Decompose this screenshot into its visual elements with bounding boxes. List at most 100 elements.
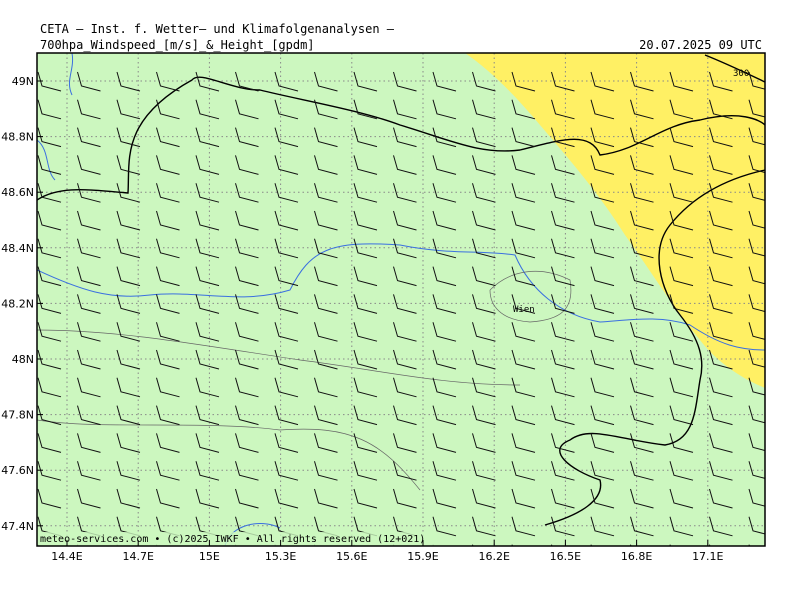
wind-barb xyxy=(511,266,536,287)
wind-barb xyxy=(116,294,141,314)
wind-barb xyxy=(709,99,733,120)
wind-barb xyxy=(116,238,141,259)
grid xyxy=(37,53,765,546)
wind-barb xyxy=(235,266,259,287)
wind-barb xyxy=(274,99,299,120)
wind-barb xyxy=(314,433,338,453)
wind-barb xyxy=(274,183,299,203)
wind-barb xyxy=(511,183,536,203)
wind-barb xyxy=(590,322,615,342)
wind-barb xyxy=(156,238,180,259)
wind-barb xyxy=(274,210,299,231)
wind-barb xyxy=(551,322,575,342)
wind-barb xyxy=(590,99,615,120)
wind-barb xyxy=(235,238,259,259)
wind-barb xyxy=(274,238,299,259)
wind-barb xyxy=(669,405,694,426)
wind-barb xyxy=(235,377,259,398)
wind-barb xyxy=(116,433,141,453)
wind-barb xyxy=(353,210,378,231)
wind-barb xyxy=(156,71,180,92)
lon-label: 16.2E xyxy=(478,550,509,563)
wind-barb xyxy=(37,405,62,426)
wind-barb xyxy=(472,71,496,92)
wind-barb xyxy=(432,488,457,509)
wind-barb xyxy=(235,322,259,342)
wind-barb xyxy=(195,183,220,203)
wind-barb xyxy=(511,433,536,453)
wind-barb xyxy=(630,155,654,175)
wind-barb xyxy=(669,155,694,175)
wind-barb xyxy=(195,210,220,231)
wind-barb xyxy=(314,71,338,92)
lat-label: 49N xyxy=(12,75,34,88)
wind-barb xyxy=(393,155,417,175)
border-cz xyxy=(37,76,765,201)
wind-barb xyxy=(748,183,765,201)
wind-barb xyxy=(37,266,62,287)
wind-barb xyxy=(353,377,378,398)
wind-barb xyxy=(669,210,694,231)
wind-barb xyxy=(116,71,141,92)
wind-barb xyxy=(195,461,220,481)
wind-barb xyxy=(709,155,733,175)
wind-barb xyxy=(669,349,694,370)
wind-barb xyxy=(789,155,800,174)
wind-barb xyxy=(235,71,259,92)
wind-barb xyxy=(195,405,220,426)
wind-barb xyxy=(116,155,141,175)
lat-label: 48.6N xyxy=(1,186,34,199)
wind-barb xyxy=(511,210,536,231)
lat-label: 48.2N xyxy=(1,297,34,310)
wind-barb xyxy=(630,294,654,314)
wind-barb xyxy=(116,127,141,148)
wind-barb xyxy=(116,322,141,342)
wind-barb xyxy=(432,238,457,259)
wind-barb xyxy=(235,405,259,426)
wind-barb xyxy=(472,99,496,120)
wind-barb xyxy=(709,405,733,426)
wind-barb xyxy=(472,488,496,509)
wind-barb xyxy=(709,433,733,453)
wind-barb xyxy=(669,433,694,453)
wind-barb xyxy=(472,322,496,342)
lon-label: 16.8E xyxy=(621,550,652,563)
lon-label: 15.6E xyxy=(336,550,367,563)
wind-barb xyxy=(314,294,338,314)
wind-barb xyxy=(116,488,141,509)
wind-barb xyxy=(789,350,800,369)
wind-barb xyxy=(669,294,694,314)
wind-barb xyxy=(590,544,592,546)
wind-barb xyxy=(590,461,615,481)
wind-barb xyxy=(551,294,575,314)
wind-barb xyxy=(353,238,378,259)
wind-barb xyxy=(274,71,299,92)
wind-barb xyxy=(235,488,259,509)
wind-barb xyxy=(156,127,180,148)
wind-barb xyxy=(116,461,141,481)
wind-barb xyxy=(393,210,417,231)
wind-barb xyxy=(789,183,800,202)
wind-barb xyxy=(709,127,733,148)
wind-barb xyxy=(156,183,180,203)
wind-barb xyxy=(432,99,457,120)
wind-barb xyxy=(77,266,101,287)
wind-barb xyxy=(393,349,417,370)
wind-barb xyxy=(156,488,180,509)
lat-label: 47.8N xyxy=(1,409,34,422)
wind-barb xyxy=(551,488,575,509)
wind-barb xyxy=(37,377,62,398)
wind-barb xyxy=(472,405,496,426)
wind-barb xyxy=(393,433,417,453)
wind-barb xyxy=(709,488,733,509)
wind-barb xyxy=(77,210,101,231)
wind-barb xyxy=(156,294,180,314)
wind-barb xyxy=(156,210,180,231)
wind-barb xyxy=(590,127,615,148)
wind-barb xyxy=(156,349,180,370)
wind-barb xyxy=(432,405,457,426)
wind-barb xyxy=(551,377,575,398)
wind-barb xyxy=(669,183,694,203)
lon-label: 14.4E xyxy=(51,550,82,563)
wind-barb xyxy=(511,349,536,370)
